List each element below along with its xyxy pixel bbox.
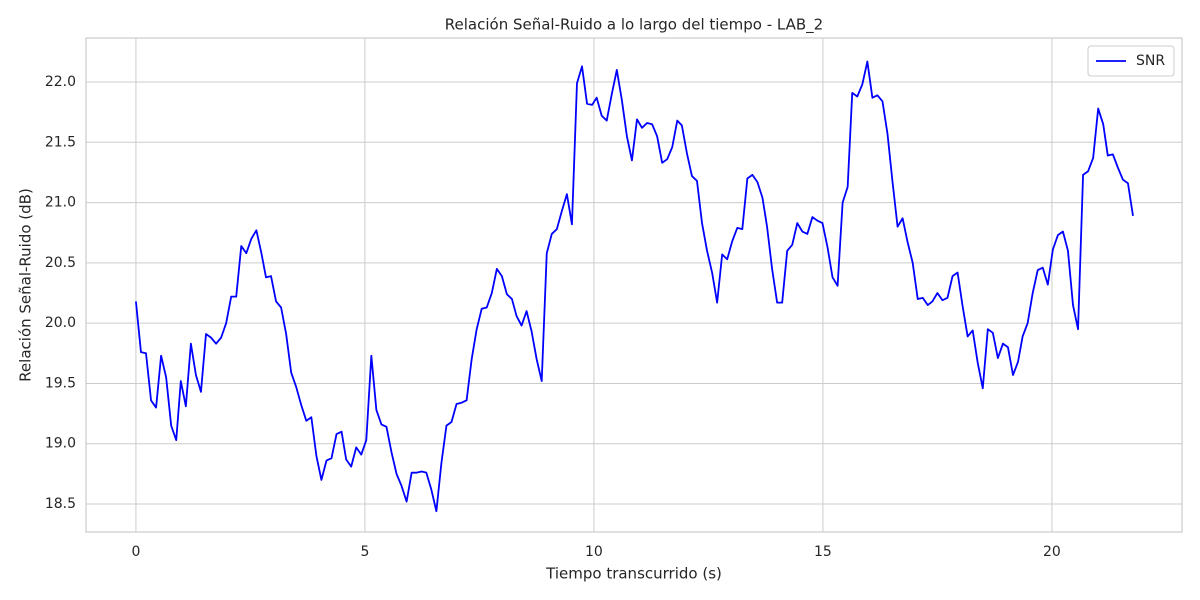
x-tick-label: 15 <box>814 544 832 560</box>
x-tick-label: 5 <box>360 544 369 560</box>
y-tick-label: 21.5 <box>45 134 76 150</box>
x-tick-label: 0 <box>131 544 140 560</box>
x-axis-label: Tiempo transcurrido (s) <box>545 565 722 583</box>
y-axis-label: Relación Señal-Ruido (dB) <box>17 188 35 382</box>
y-tick-label: 20.5 <box>45 255 76 271</box>
x-tick-label: 10 <box>585 544 603 560</box>
plot-frame <box>85 37 1183 533</box>
y-tick-label: 22.0 <box>45 74 76 90</box>
x-tick-label: 20 <box>1043 544 1061 560</box>
y-tick-label: 19.0 <box>45 436 76 452</box>
y-tick-label: 18.5 <box>45 496 76 512</box>
y-tick-label: 20.0 <box>45 315 76 331</box>
legend: SNR <box>1087 45 1175 77</box>
data-line <box>135 60 1134 513</box>
y-tick-label: 19.5 <box>45 375 76 391</box>
legend-label: SNR <box>1136 53 1165 69</box>
y-tick-label: 21.0 <box>45 195 76 211</box>
legend-box <box>1087 45 1175 77</box>
chart-title: Relación Señal-Ruido a lo largo del tiem… <box>445 16 823 35</box>
